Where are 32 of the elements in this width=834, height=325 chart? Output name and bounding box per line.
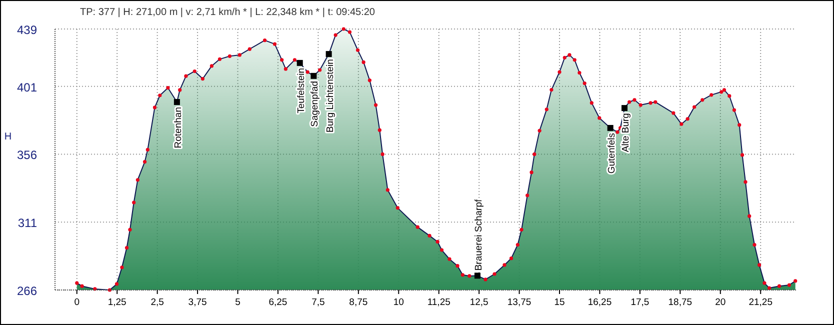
annotation: Alte Burg xyxy=(620,113,632,152)
x-tick-label: 0 xyxy=(74,297,80,308)
annotation: Gutenfels xyxy=(606,132,618,174)
annotation: Rotenhan xyxy=(172,107,184,148)
x-tick-label: 16,25 xyxy=(588,297,612,308)
x-tick-label: 13,75 xyxy=(507,297,532,308)
annotation: Sagenpfad xyxy=(310,80,321,127)
chart-title: TP: 377 | H: 271,00 m | v: 2,71 km/h * | L: 22,348 km * | t: 09:45:20 xyxy=(80,7,376,18)
y-tick-label: 311 xyxy=(18,216,38,230)
x-tick-label: 7,5 xyxy=(312,297,325,308)
x-tick-label: 21,25 xyxy=(748,297,772,308)
x-tick-label: 6,25 xyxy=(268,297,288,308)
y-tick-label: 439 xyxy=(16,23,38,37)
annotation: Burg Lichtenstein xyxy=(324,59,336,132)
x-tick-label: 2,5 xyxy=(150,297,164,308)
annotation: Teufelstein xyxy=(296,68,307,114)
x-tick-label: 3,75 xyxy=(188,297,207,308)
x-tick-label: 11,25 xyxy=(427,297,450,308)
x-tick-label: 10 xyxy=(393,297,404,308)
x-tick-label: 18,75 xyxy=(668,297,692,308)
x-tick-label: 20 xyxy=(715,297,726,308)
x-tick-label: 12,5 xyxy=(470,297,488,308)
x-tick-label: 5 xyxy=(235,297,240,308)
y-tick-label: 266 xyxy=(16,284,38,298)
annotation: Brauerei Scharpf xyxy=(473,199,484,271)
y-tick-label: 356 xyxy=(16,148,38,162)
x-tick-label: 15 xyxy=(554,297,565,308)
x-tick-label: 17,5 xyxy=(630,297,650,308)
x-tick-label: 8,75 xyxy=(349,297,368,308)
y-axis-title: H xyxy=(4,132,12,142)
x-tick-label: 1,25 xyxy=(108,297,126,308)
y-tick-label: 401 xyxy=(16,80,38,94)
